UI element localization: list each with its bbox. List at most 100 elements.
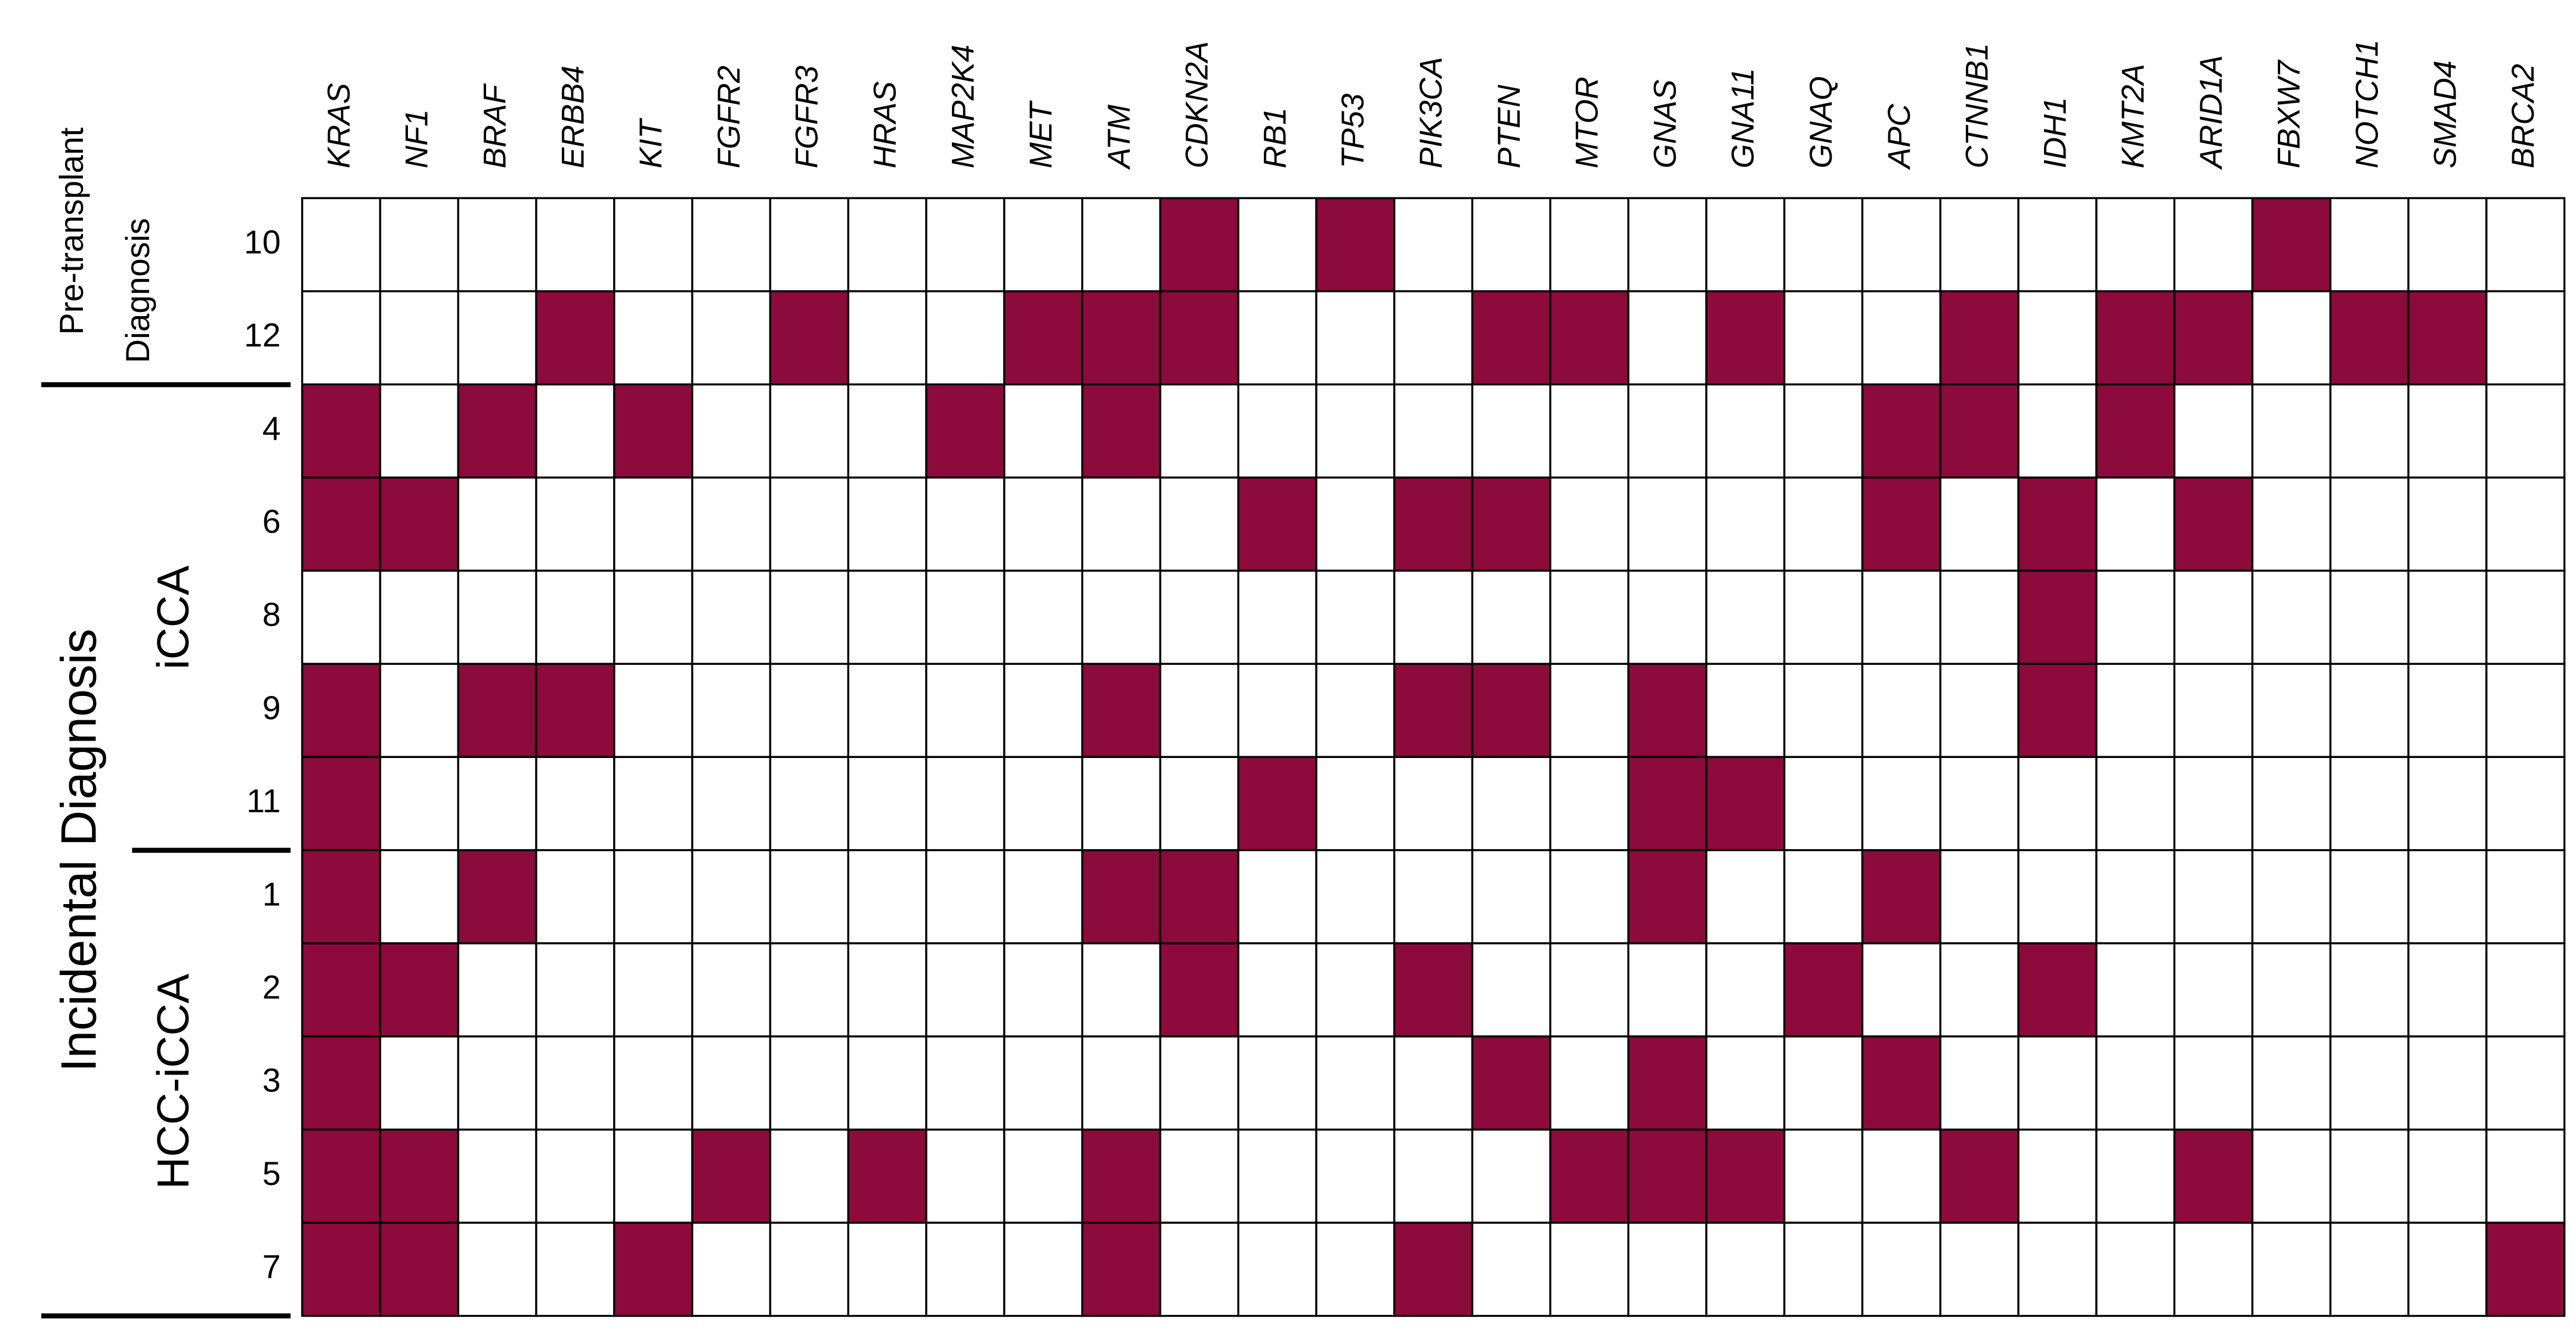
cell xyxy=(2329,1035,2410,1131)
cell xyxy=(301,476,382,572)
cell xyxy=(301,290,382,386)
cell xyxy=(2485,197,2566,293)
cell xyxy=(457,476,537,572)
cell xyxy=(1861,1128,1941,1224)
cell xyxy=(1549,383,1629,479)
cell xyxy=(1315,1128,1396,1224)
cell xyxy=(1081,290,1162,386)
cell xyxy=(535,1035,616,1131)
cell xyxy=(2251,849,2331,945)
column-label: CDKN2A xyxy=(1180,41,1215,168)
cell xyxy=(613,849,694,945)
cell xyxy=(379,849,459,945)
cell xyxy=(1861,197,1941,293)
cell xyxy=(2329,849,2410,945)
cell xyxy=(691,849,772,945)
cell xyxy=(2407,383,2488,479)
cell xyxy=(2017,942,2098,1038)
cell xyxy=(379,476,459,572)
column-label: TP53 xyxy=(1335,94,1371,169)
cell xyxy=(1081,942,1162,1038)
cell xyxy=(1627,197,1708,293)
cell xyxy=(1081,1221,1162,1317)
cell xyxy=(2485,1035,2566,1131)
cell xyxy=(1861,383,1941,479)
cell xyxy=(1783,1128,1864,1224)
cell xyxy=(925,383,1006,479)
cell xyxy=(1939,197,2020,293)
cell xyxy=(925,1128,1006,1224)
cell xyxy=(379,290,459,386)
cell xyxy=(1705,570,1786,665)
cell xyxy=(2095,1221,2176,1317)
cell xyxy=(1003,756,1084,852)
column-label: RB1 xyxy=(1257,107,1292,168)
cell xyxy=(2173,570,2254,665)
cell xyxy=(1627,290,1708,386)
subgroup-label: iCCA xyxy=(148,565,198,670)
cell xyxy=(1315,290,1396,386)
cell xyxy=(1861,663,1941,759)
cell xyxy=(847,383,927,479)
cell xyxy=(457,756,537,852)
column-label: PIK3CA xyxy=(1414,57,1449,168)
cell xyxy=(847,476,927,572)
cell xyxy=(1393,1221,1474,1317)
column-label: IDH1 xyxy=(2037,97,2073,169)
cell xyxy=(2329,756,2410,852)
cell xyxy=(1861,756,1941,852)
row-label: 6 xyxy=(262,503,281,540)
cell xyxy=(2017,570,2098,665)
cell xyxy=(2251,476,2331,572)
cell xyxy=(457,663,537,759)
cell xyxy=(2407,849,2488,945)
cell xyxy=(535,942,616,1038)
column-label: GNAQ xyxy=(1804,76,1839,169)
cell xyxy=(2251,756,2331,852)
cell xyxy=(457,1035,537,1131)
cell xyxy=(691,290,772,386)
cell xyxy=(2095,756,2176,852)
cell xyxy=(1003,1128,1084,1224)
column-label: NOTCH1 xyxy=(2350,39,2385,168)
cell xyxy=(1081,849,1162,945)
cell xyxy=(2095,1035,2176,1131)
cell xyxy=(1003,942,1084,1038)
cell xyxy=(1705,383,1786,479)
cell xyxy=(2407,476,2488,572)
cell xyxy=(1315,663,1396,759)
cell xyxy=(457,942,537,1038)
cell xyxy=(2017,476,2098,572)
cell xyxy=(925,197,1006,293)
cell xyxy=(1861,290,1941,386)
cell xyxy=(925,942,1006,1038)
cell xyxy=(1393,197,1474,293)
cell xyxy=(2095,942,2176,1038)
cell xyxy=(925,1035,1006,1131)
cell xyxy=(1471,1221,1551,1317)
cell xyxy=(1003,197,1084,293)
cell xyxy=(1861,476,1941,572)
cell xyxy=(1003,663,1084,759)
cell xyxy=(1939,942,2020,1038)
cell xyxy=(1393,756,1474,852)
cell xyxy=(1393,849,1474,945)
cell xyxy=(2173,383,2254,479)
cell xyxy=(1705,756,1786,852)
cell xyxy=(1783,570,1864,665)
row-label: 1 xyxy=(262,875,281,912)
cell xyxy=(535,849,616,945)
cell xyxy=(1081,663,1162,759)
cell xyxy=(1783,942,1864,1038)
cell xyxy=(1471,663,1551,759)
cell xyxy=(1705,1035,1786,1131)
column-label: GNAS xyxy=(1647,79,1683,168)
cell xyxy=(691,197,772,293)
column-label: MTOR xyxy=(1570,77,1605,169)
cell xyxy=(613,756,694,852)
cell xyxy=(379,1221,459,1317)
cell xyxy=(457,849,537,945)
cell xyxy=(1159,849,1239,945)
column-label: ARID1A xyxy=(2194,55,2229,170)
